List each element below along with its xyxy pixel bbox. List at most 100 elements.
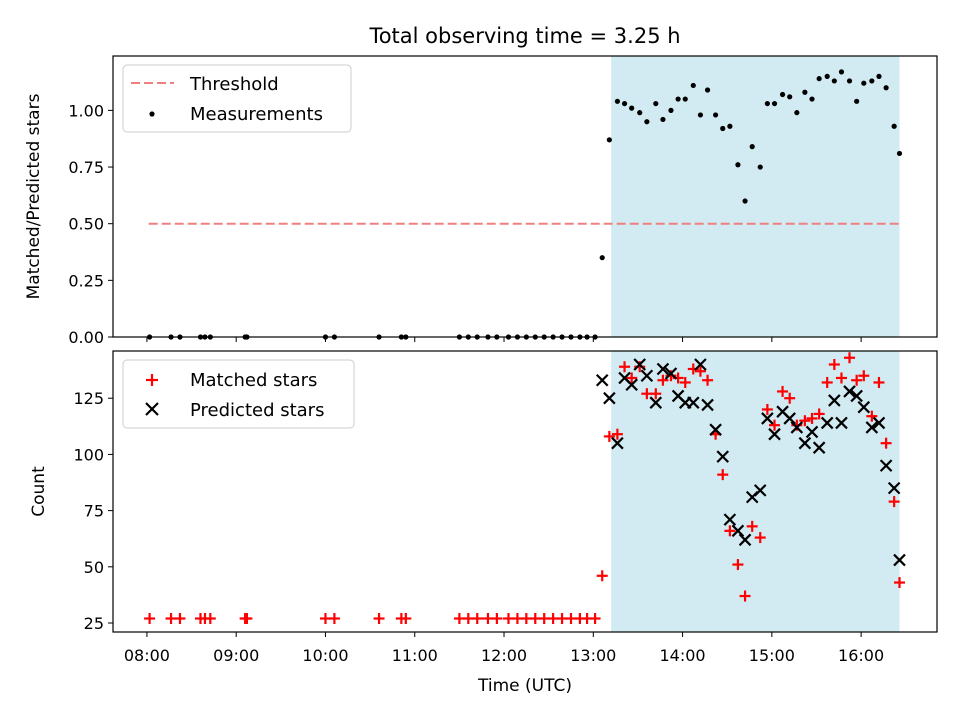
measurement-point	[846, 78, 853, 84]
matched-star-point	[626, 372, 638, 384]
top-ytick-label: 0.25	[68, 271, 104, 290]
measurement-point	[727, 123, 733, 129]
predicted-star-point	[798, 436, 812, 450]
bottom-y-axis-ticks: 25 50 75 100 125	[73, 389, 113, 633]
chart-title: Total observing time = 3.25 h	[368, 24, 680, 48]
xtick-label: 11:00	[392, 646, 438, 665]
top-ytick-label: 0.50	[68, 215, 104, 234]
matched-star-point	[144, 613, 156, 625]
legend-matched-label: Matched stars	[190, 370, 317, 391]
matched-star-point	[471, 613, 483, 625]
xtick-label: 13:00	[570, 646, 616, 665]
matched-star-point	[888, 496, 900, 508]
predicted-star-point	[872, 416, 886, 430]
matched-star-point	[844, 352, 856, 364]
predicted-stars-series	[595, 358, 906, 567]
xtick-label: 14:00	[660, 646, 706, 665]
matched-star-point	[835, 372, 847, 384]
top-y-axis-ticks: 0.00 0.25 0.50 0.75 1.00	[68, 101, 113, 347]
predicted-star-point	[716, 450, 730, 463]
measurement-point	[637, 110, 643, 116]
predicted-star-point	[633, 358, 646, 371]
predicted-star-point	[625, 378, 638, 391]
predicted-star-point	[865, 421, 879, 434]
predicted-star-point	[595, 373, 609, 387]
measurement-point	[831, 78, 837, 84]
top-ytick-label: 0.75	[68, 158, 104, 177]
matched-star-point	[769, 419, 781, 431]
matched-star-point	[761, 403, 773, 415]
x-axis-label: Time (UTC)	[477, 676, 572, 696]
matched-star-point	[732, 559, 744, 571]
matched-star-point	[491, 613, 503, 625]
predicted-star-point	[812, 441, 826, 454]
legend-measurements-swatch	[149, 111, 155, 117]
matched-star-point	[174, 613, 186, 625]
xtick-label: 16:00	[838, 646, 884, 665]
measurement-point	[838, 69, 845, 75]
measurement-point	[644, 119, 650, 125]
measurement-point	[802, 89, 808, 95]
measurement-point	[757, 164, 763, 170]
xtick-label: 10:00	[302, 646, 348, 665]
xtick-label: 15:00	[749, 646, 795, 665]
top-ytick-label: 0.00	[68, 328, 104, 347]
measurement-point	[854, 98, 860, 104]
matched-star-point	[746, 520, 758, 532]
matched-star-point	[806, 412, 818, 424]
matched-star-point	[596, 570, 608, 582]
measurement-point	[824, 73, 830, 79]
matched-star-point	[657, 374, 669, 386]
legend-predicted-swatch	[145, 402, 159, 416]
matched-star-point	[777, 385, 789, 397]
measurement-point	[742, 198, 748, 204]
bottom-x-axis-ticks: 08:00 09:00 10:00 11:00 12:00 13:00 14:00 15:00…	[124, 632, 884, 665]
bottom-ytick-label: 25	[84, 614, 104, 633]
predicted-star-point	[820, 416, 834, 430]
bottom-y-axis-label: Count	[29, 466, 49, 517]
measurement-point	[599, 255, 605, 261]
predicted-star-point	[893, 553, 906, 567]
xtick-label: 12:00	[481, 646, 527, 665]
predicted-star-point	[738, 533, 752, 547]
measurement-point	[713, 112, 719, 118]
legend-predicted-label: Predicted stars	[190, 400, 324, 421]
predicted-star-point	[701, 398, 714, 412]
bottom-ytick-label: 75	[84, 502, 104, 521]
matched-star-point	[589, 613, 601, 625]
measurement-point	[764, 100, 770, 107]
matched-star-point	[880, 437, 892, 449]
measurement-point	[660, 116, 666, 123]
measurement-point	[787, 94, 793, 100]
predicted-star-point	[761, 412, 774, 425]
matched-star-point	[828, 358, 840, 370]
top-observing-window-shade	[611, 56, 900, 337]
xtick-label: 08:00	[124, 646, 170, 665]
predicted-star-point	[656, 362, 670, 376]
matched-star-point	[603, 430, 615, 442]
matched-star-point	[739, 590, 751, 602]
predicted-star-point	[805, 425, 819, 439]
predicted-star-point	[843, 385, 856, 398]
legend-matched-swatch	[146, 374, 158, 386]
matched-star-point	[784, 392, 796, 404]
predicted-star-point	[887, 481, 901, 495]
bottom-legend: Matched stars Predicted stars	[122, 359, 355, 429]
predicted-star-point	[857, 400, 871, 414]
top-y-axis-label: Matched/Predicted stars	[24, 93, 44, 299]
measurement-point	[621, 100, 628, 107]
matched-stars-series	[144, 352, 906, 625]
predicted-star-point	[664, 367, 678, 380]
measurement-point	[720, 125, 726, 132]
top-panel: 0.00 0.25 0.50 0.75 1.00 Total observing tim…	[24, 24, 938, 347]
measurement-point	[883, 85, 889, 91]
matched-star-point	[851, 374, 863, 386]
measurement-point	[816, 76, 822, 82]
top-ytick-label: 1.00	[68, 101, 104, 120]
measurement-point	[675, 96, 681, 102]
measurement-point	[606, 137, 612, 143]
matched-star-point	[873, 376, 885, 388]
bottom-panel: 25 50 75 100 125 08:00 09:00 10:00 11:00 12:00 13…	[29, 350, 938, 696]
measurement-point	[629, 105, 635, 111]
